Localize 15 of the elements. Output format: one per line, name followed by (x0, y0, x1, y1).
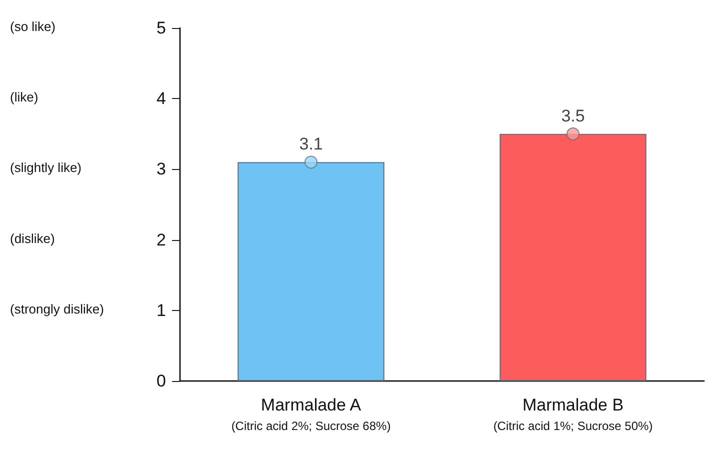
y-tick-label: 3 (156, 160, 166, 179)
text: (like) (10, 90, 38, 105)
y-tick-label: 0 (156, 372, 166, 390)
data-label: 3.1 (299, 134, 323, 154)
text: (dislike) (10, 230, 55, 246)
x-tick-label: Marmalade A (Citric acid 2%; Sucrose 68%) (231, 396, 391, 433)
y-tick-label: 5 (156, 18, 166, 38)
data-label: 3.5 (561, 106, 585, 126)
x-tick-label: Marmalade B (Citric acid 1%; Sucrose 50%) (493, 396, 653, 433)
y-tick-label: 4 (156, 89, 166, 108)
text: (slightly like) (10, 160, 82, 176)
y-tick-label: 1 (156, 300, 166, 320)
text: (strongly dislike) (10, 301, 104, 316)
y-tick-label: 2 (156, 230, 166, 250)
text: (so like) (10, 19, 56, 34)
